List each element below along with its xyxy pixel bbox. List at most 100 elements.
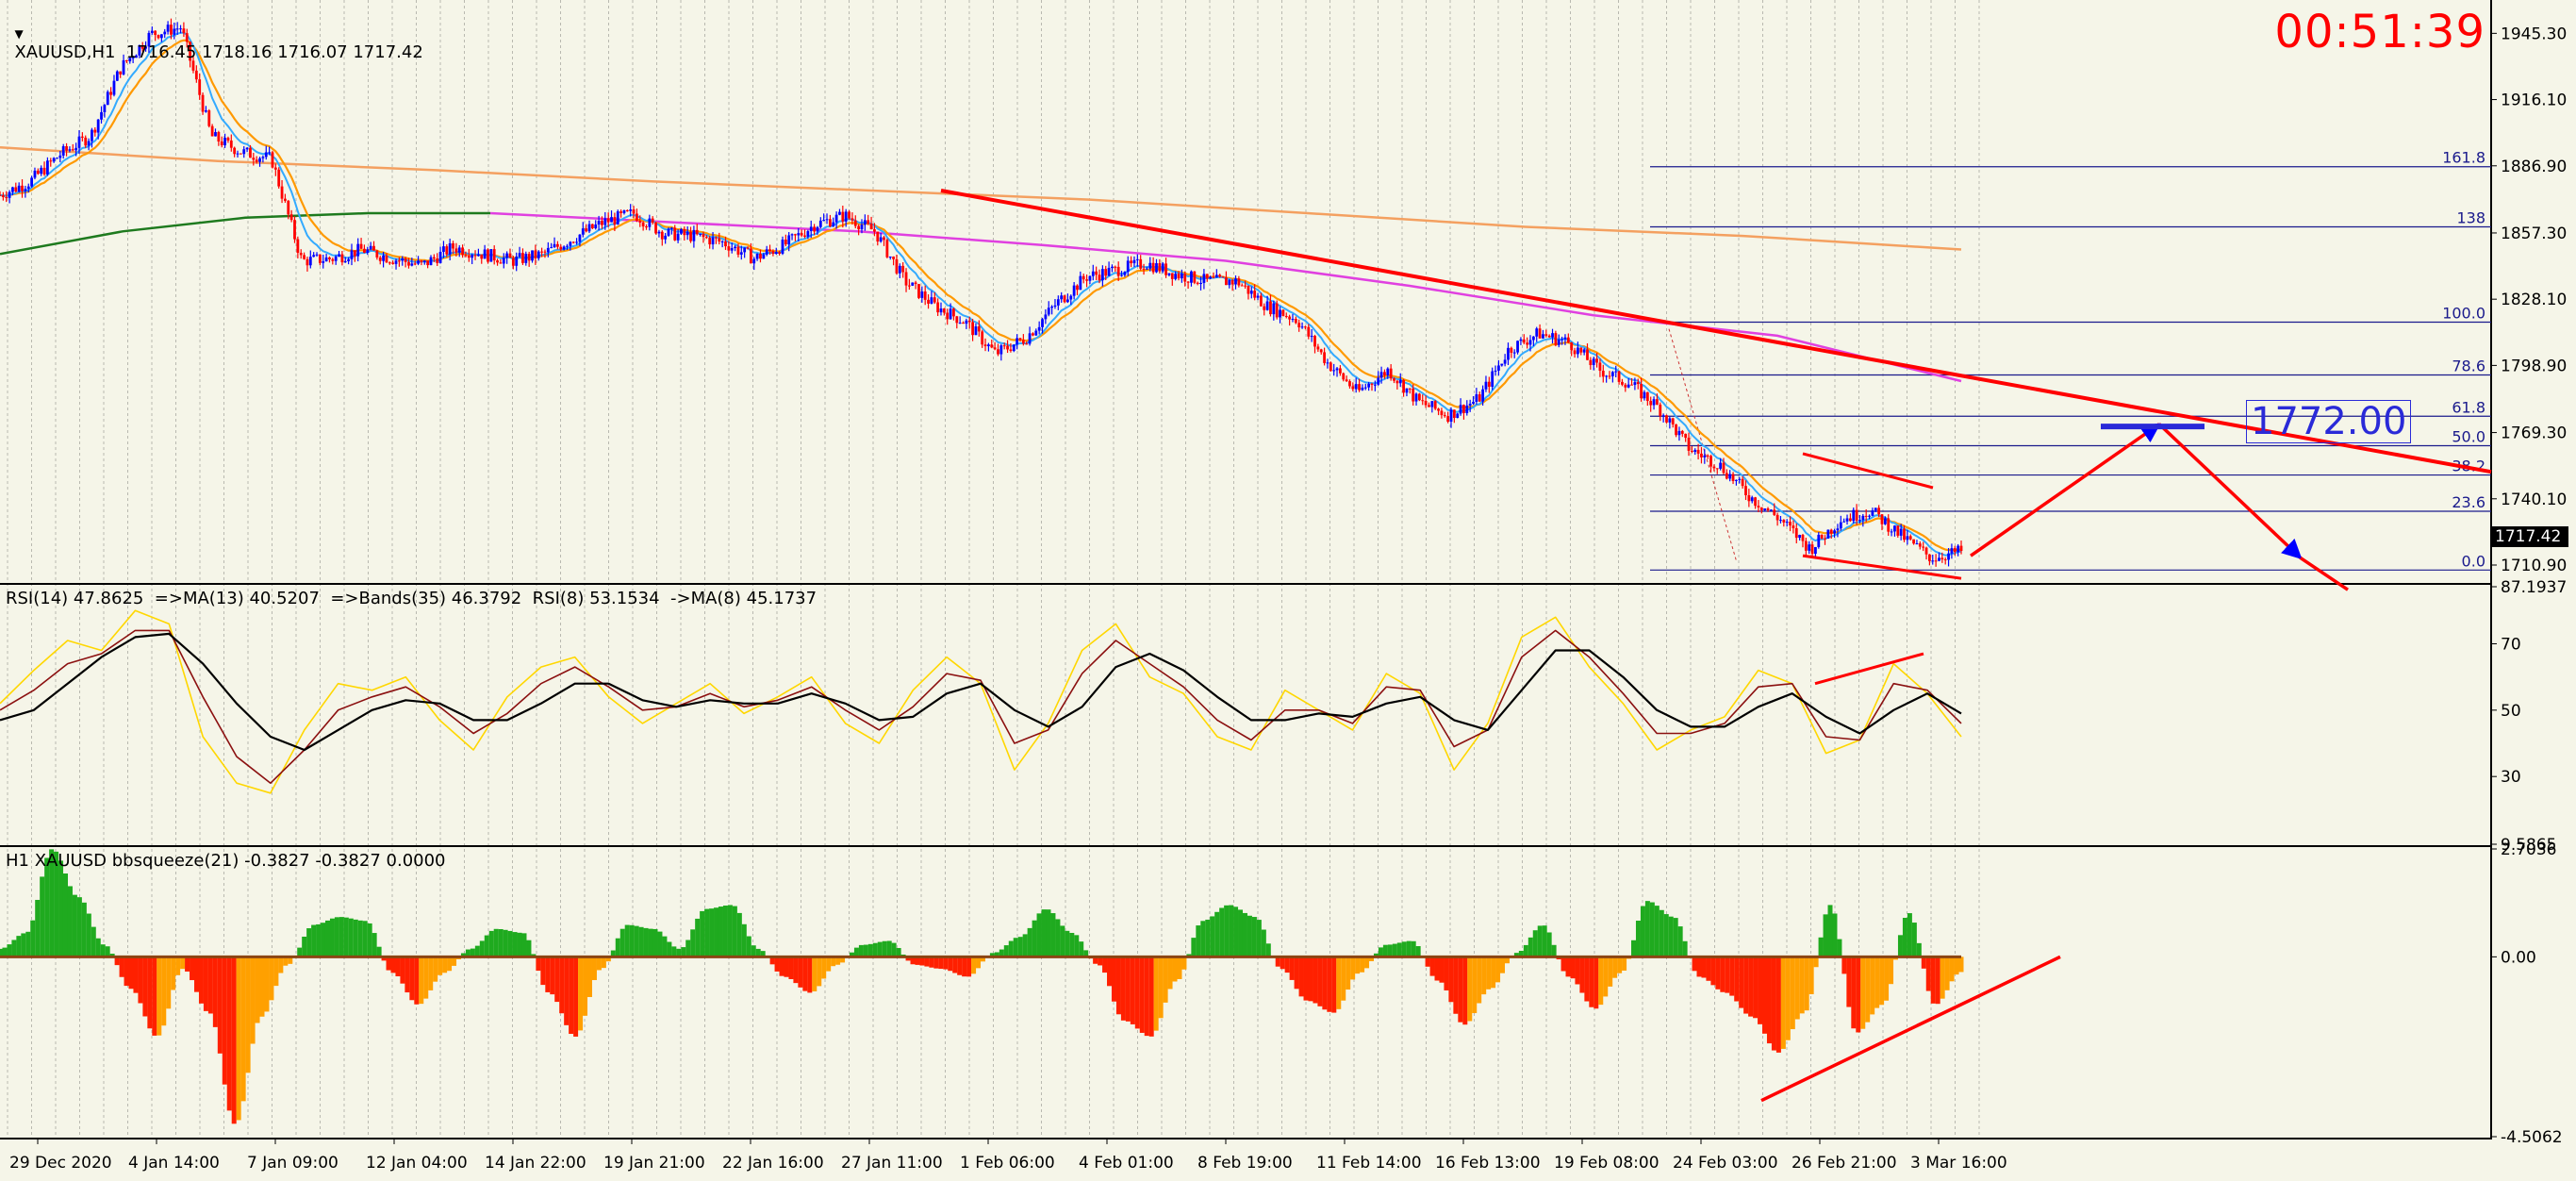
channel-upper-line: [1802, 452, 1934, 490]
squeeze-bar: [1055, 919, 1061, 957]
candle-body: [1903, 528, 1906, 541]
squeeze-bar: [957, 956, 963, 975]
candle-body: [822, 220, 826, 222]
rsi-panel[interactable]: [0, 585, 2491, 845]
squeeze-bar: [1491, 956, 1496, 989]
candle-body: [1766, 508, 1770, 510]
squeeze-bar: [1706, 956, 1711, 981]
candle-body: [1158, 263, 1162, 272]
squeeze-bar: [1893, 956, 1899, 960]
candle-body: [318, 254, 322, 263]
squeeze-bar: [569, 956, 574, 1035]
candle-body: [531, 250, 534, 261]
squeeze-bar: [269, 956, 274, 1001]
candle-body: [790, 234, 794, 236]
candle-body: [1009, 349, 1013, 352]
candle-body: [52, 158, 56, 162]
squeeze-bar: [586, 956, 592, 997]
candle-body: [867, 220, 870, 225]
squeeze-bar: [62, 873, 68, 957]
candle-body: [746, 247, 750, 249]
candle-body: [771, 251, 775, 254]
main-price-panel[interactable]: [0, 0, 2491, 583]
price-tick-label: 1916.10: [2501, 91, 2567, 110]
candle-body: [100, 111, 103, 120]
squeeze-bar: [1794, 956, 1800, 1020]
candle-body: [680, 228, 683, 234]
candle-body: [1082, 275, 1085, 280]
squeeze-bar: [1130, 956, 1135, 1024]
candle-body: [445, 246, 449, 255]
squeeze-bar: [1644, 901, 1650, 957]
candle-body: [249, 147, 252, 158]
candle-body: [1047, 308, 1050, 315]
candle-body: [1253, 291, 1257, 298]
candle-body: [1475, 394, 1478, 402]
squeeze-bar: [438, 956, 443, 975]
candle-body: [189, 42, 192, 61]
candle-body: [755, 254, 759, 259]
candle-body: [217, 132, 221, 142]
candle-body: [1443, 415, 1446, 417]
fib-label: 61.8: [2452, 398, 2485, 416]
squeeze-bar: [1224, 905, 1230, 957]
candle-body: [1098, 274, 1101, 281]
candle-body: [718, 238, 721, 242]
candle-body: [1481, 389, 1485, 402]
candle-body: [1016, 338, 1019, 345]
candle-body: [879, 237, 883, 242]
squeeze-bar: [1902, 918, 1907, 957]
candle-body: [1959, 545, 1963, 552]
candle-body: [1750, 497, 1754, 502]
rsi-tick-label: 30: [2501, 768, 2521, 787]
candle-body: [1351, 386, 1355, 390]
candle-body: [1785, 522, 1789, 524]
candle-body: [1205, 274, 1209, 279]
candle-body: [857, 225, 861, 230]
candle-body: [1430, 401, 1434, 408]
candle-body: [610, 217, 613, 223]
candle-body: [157, 35, 160, 39]
squeeze-bar: [1486, 956, 1492, 990]
candle-body: [664, 235, 668, 240]
candle-body: [0, 194, 2, 196]
candle-body: [277, 169, 281, 187]
squeeze-bar: [1940, 956, 1945, 999]
candle-body: [194, 70, 198, 80]
candle-body: [841, 211, 845, 222]
target-price-label[interactable]: 1772.00: [2246, 400, 2412, 443]
squeeze-bar: [109, 954, 115, 957]
candle-body: [974, 326, 978, 336]
candle-body: [1522, 339, 1526, 343]
candle-body: [762, 254, 766, 259]
squeeze-bar: [259, 956, 265, 1017]
squeeze-bar: [1884, 956, 1890, 1001]
collapse-triangle-icon[interactable]: ▼: [14, 27, 24, 41]
candle-body: [471, 255, 474, 258]
squeeze-bar: [1439, 956, 1445, 983]
squeeze-bar: [1575, 956, 1580, 985]
candle-body: [809, 226, 813, 232]
candle-body: [1861, 515, 1865, 521]
candle-body: [487, 249, 489, 262]
trend-drawings[interactable]: [940, 189, 2492, 591]
candle-body: [949, 308, 952, 320]
squeeze-bar: [142, 956, 148, 1017]
candle-body: [1763, 508, 1767, 510]
squeeze-bar: [381, 956, 387, 961]
squeeze-panel[interactable]: [0, 847, 2491, 1138]
squeeze-bar: [1242, 912, 1247, 957]
candle-body: [1111, 266, 1114, 268]
squeeze-bar: [662, 936, 668, 957]
squeeze-bar: [657, 931, 663, 957]
candle-body: [1269, 301, 1272, 315]
candle-body: [1582, 349, 1586, 353]
candle-body: [296, 239, 300, 253]
squeeze-bar: [1331, 956, 1337, 1013]
squeeze-bar: [634, 925, 639, 957]
candle-body: [553, 243, 556, 248]
squeeze-bar: [1341, 956, 1346, 1001]
squeeze-bar: [667, 941, 672, 957]
